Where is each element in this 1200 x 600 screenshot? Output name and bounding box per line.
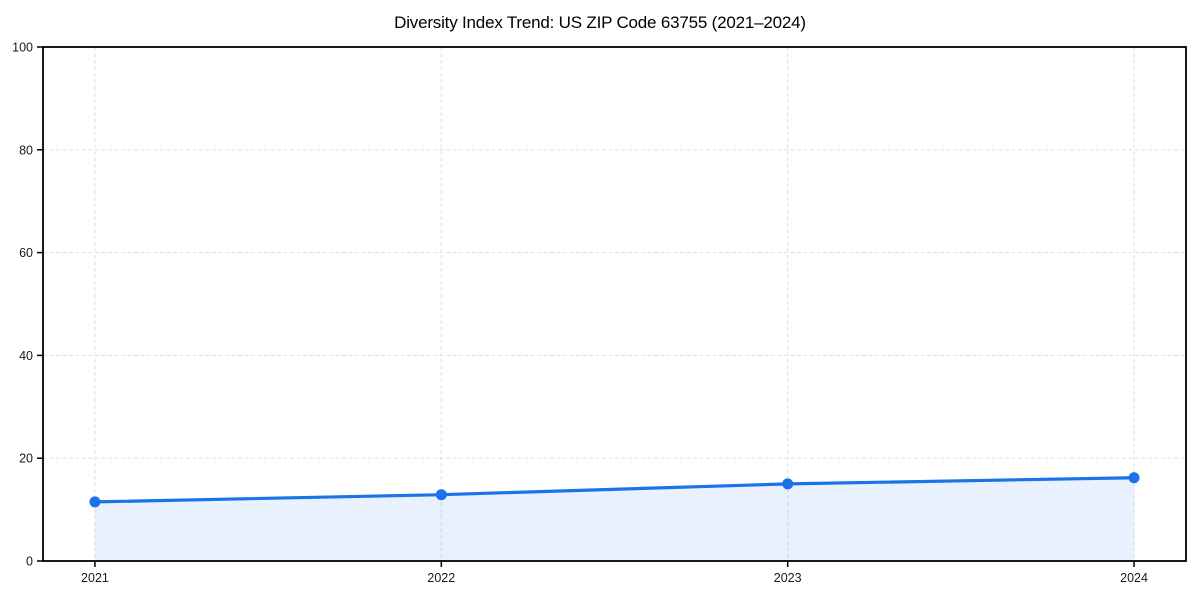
data-point-2024 [1128, 472, 1140, 484]
x-tick-label: 2022 [427, 571, 455, 585]
data-point-2021 [89, 496, 101, 508]
data-points [89, 472, 1140, 508]
plot-border [42, 46, 1187, 562]
x-tick-label: 2021 [81, 571, 109, 585]
y-tick-label: 60 [19, 246, 33, 260]
x-axis: 2021 2022 2023 2024 [81, 561, 1148, 585]
y-tick-label: 40 [19, 349, 33, 363]
data-point-2023 [782, 478, 794, 490]
area-fill [94, 477, 1135, 561]
chart-title: Diversity Index Trend: US ZIP Code 63755… [394, 13, 806, 32]
trend-line [93, 476, 1136, 504]
y-tick-label: 0 [26, 555, 33, 569]
y-tick-label: 20 [19, 452, 33, 466]
gridlines [43, 47, 1186, 561]
data-point-2022 [435, 489, 447, 501]
y-tick-label: 80 [19, 143, 33, 157]
x-tick-label: 2024 [1120, 571, 1148, 585]
x-tick-label: 2023 [774, 571, 802, 585]
y-tick-label: 100 [12, 41, 33, 55]
y-axis: 0 20 40 60 80 100 [12, 41, 43, 569]
